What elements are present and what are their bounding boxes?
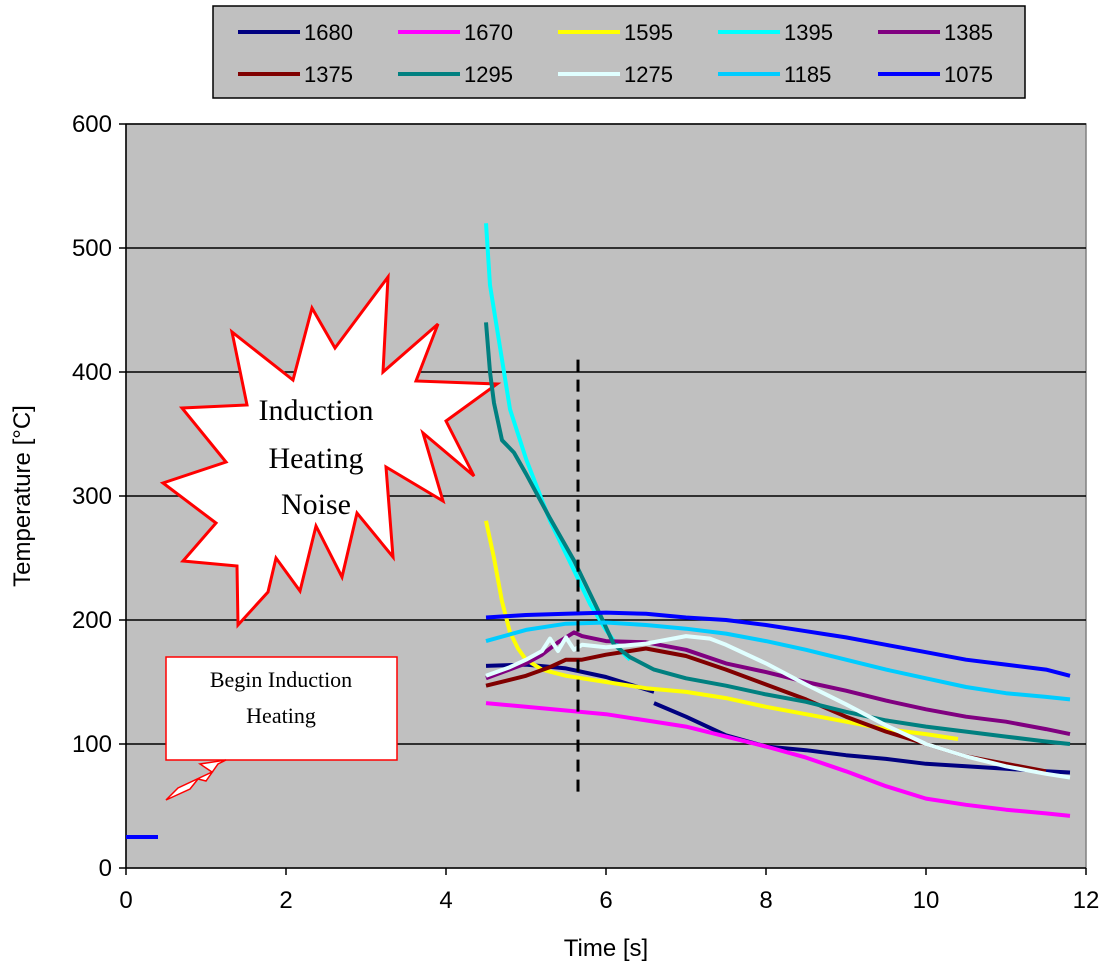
induction-noise-callout: Induction Heating Noise: [159, 272, 502, 629]
legend-label-1680: 1680: [304, 20, 353, 45]
legend-box: [212, 5, 1026, 99]
series-line-1670: [485, 701, 1071, 818]
x-tick-label: 2: [279, 887, 292, 914]
series-line-1295: [484, 322, 1071, 746]
legend-label-1385: 1385: [944, 20, 993, 45]
legend: 1680 1670 1595 1395 1385 1375 1295 1275 1185 1075: [212, 5, 1026, 99]
noise-label-line-3: Noise: [281, 488, 351, 521]
x-tick-label: 4: [439, 887, 452, 914]
noise-label-line-2: Heating: [269, 442, 364, 475]
noise-label-line-1: Induction: [259, 394, 374, 427]
y-tick-label: 200: [72, 607, 112, 634]
legend-label-1375: 1375: [304, 62, 353, 87]
x-tick-label: 12: [1073, 887, 1100, 914]
x-tick-label: 6: [599, 887, 612, 914]
y-tick-label: 300: [72, 483, 112, 510]
series-line-1185: [485, 620, 1071, 702]
y-axis-title: Temperature [°C]: [9, 405, 36, 587]
x-tick-label: 8: [759, 887, 772, 914]
begin-label-line-2: Heating: [246, 703, 316, 728]
legend-label-1670: 1670: [464, 20, 513, 45]
x-axis-title: Time [s]: [564, 935, 648, 962]
begin-heating-callout: Begin Induction Heating: [165, 656, 398, 801]
legend-label-1395: 1395: [784, 20, 833, 45]
lightning-bolt-icon: [165, 759, 227, 801]
series-line-1385: [485, 630, 1071, 737]
starburst-shape: [159, 272, 502, 629]
legend-label-1275: 1275: [624, 62, 673, 87]
y-tick-label: 0: [99, 855, 112, 882]
x-tick-label: 0: [119, 887, 132, 914]
legend-label-1595: 1595: [624, 20, 673, 45]
x-tick-label: 10: [913, 887, 940, 914]
legend-label-1295: 1295: [464, 62, 513, 87]
series-line-1075: [485, 610, 1071, 678]
y-tick-label: 500: [72, 235, 112, 262]
series-line-1595: [484, 520, 959, 741]
legend-label-1075: 1075: [944, 62, 993, 87]
series-line-1275: [485, 634, 1071, 780]
begin-label-line-1: Begin Induction: [210, 667, 352, 692]
legend-label-1185: 1185: [784, 62, 831, 87]
y-tick-label: 600: [72, 111, 112, 138]
y-tick-label: 100: [72, 731, 112, 758]
begin-callout-box: [165, 656, 398, 761]
y-tick-label: 400: [72, 359, 112, 386]
